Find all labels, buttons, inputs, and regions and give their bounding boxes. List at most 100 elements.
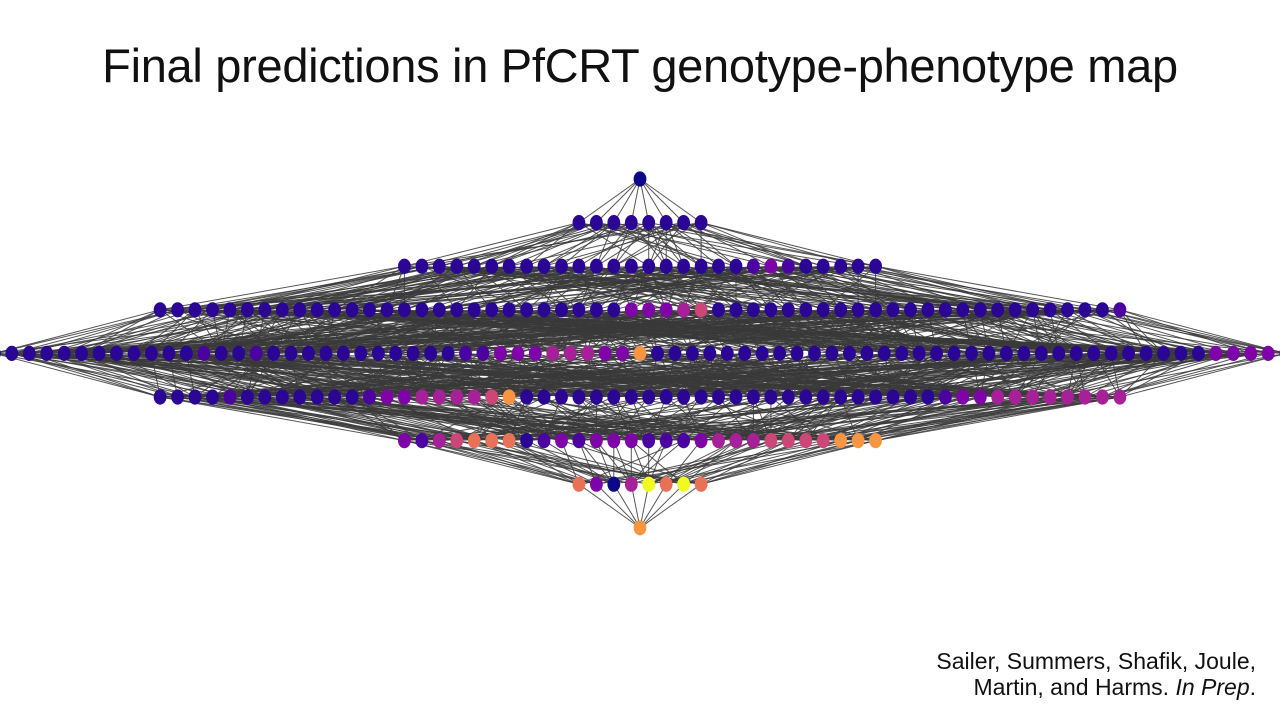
- genotype-node: [398, 433, 411, 449]
- genotype-node: [877, 345, 891, 361]
- genotype-node: [921, 302, 935, 318]
- network-edge: [840, 265, 894, 311]
- network-edge: [639, 483, 702, 529]
- network-edge: [1032, 353, 1060, 398]
- network-edge: [509, 265, 806, 311]
- genotype-node: [729, 302, 743, 318]
- network-edge: [508, 396, 580, 442]
- genotype-node: [1244, 345, 1258, 361]
- network-edge: [1102, 309, 1280, 353]
- genotype-node: [363, 302, 376, 318]
- genotype-node: [851, 258, 865, 274]
- genotype-node: [607, 433, 621, 449]
- network-edge: [639, 178, 684, 223]
- genotype-node: [834, 433, 848, 449]
- genotype-phenotype-network: [0, 171, 1280, 536]
- genotype-node: [284, 345, 298, 361]
- network-edge: [1119, 352, 1199, 398]
- genotype-node: [241, 389, 254, 405]
- network-edge: [543, 222, 702, 267]
- network-edge: [160, 265, 649, 311]
- genotype-node: [214, 345, 228, 361]
- network-edge: [247, 265, 841, 311]
- network-edge: [352, 396, 841, 442]
- citation-authors: Martin, and Harms.: [973, 674, 1170, 700]
- genotype-node: [633, 520, 647, 536]
- genotype-node: [153, 302, 167, 318]
- network-edge: [456, 440, 684, 485]
- genotype-node: [1209, 345, 1223, 361]
- network-edge: [1067, 353, 1112, 398]
- genotype-node: [1026, 389, 1039, 405]
- network-edge: [683, 265, 841, 311]
- network-edge: [1119, 309, 1251, 354]
- genotype-node: [799, 258, 813, 274]
- network-edge: [11, 352, 196, 398]
- genotype-node: [223, 302, 237, 318]
- network-edge: [238, 352, 1120, 398]
- genotype-node: [624, 476, 638, 492]
- genotype-node: [310, 389, 324, 405]
- network-edge: [11, 352, 283, 398]
- network-edge: [613, 222, 684, 267]
- genotype-node: [956, 389, 970, 405]
- genotype-node: [1192, 345, 1205, 361]
- genotype-node: [956, 302, 970, 318]
- genotype-node: [275, 302, 289, 318]
- genotype-node: [886, 302, 900, 318]
- genotype-node: [5, 345, 19, 361]
- genotype-node: [511, 345, 525, 361]
- genotype-node: [502, 433, 516, 449]
- genotype-node: [441, 345, 455, 361]
- genotype-node: [781, 389, 795, 405]
- network-edge: [508, 222, 702, 267]
- genotype-node: [764, 433, 778, 449]
- genotype-node: [677, 215, 690, 231]
- genotype-node: [668, 345, 682, 361]
- genotype-node: [939, 302, 952, 318]
- genotype-node: [581, 345, 594, 361]
- genotype-node: [171, 302, 185, 318]
- genotype-node: [677, 389, 690, 405]
- genotype-node: [773, 345, 786, 361]
- genotype-node: [494, 345, 507, 361]
- network-edge: [299, 396, 876, 442]
- genotype-node: [293, 389, 307, 405]
- network-edge: [194, 396, 492, 442]
- genotype-node: [790, 345, 804, 361]
- network-edge: [421, 396, 614, 442]
- genotype-node: [467, 433, 481, 449]
- genotype-node: [642, 433, 656, 449]
- network-edge: [613, 483, 641, 529]
- network-edge: [1050, 353, 1280, 398]
- genotype-node: [590, 476, 603, 492]
- genotype-node: [694, 389, 708, 405]
- network-edge: [229, 396, 771, 442]
- network-edge: [543, 265, 876, 311]
- network-edge: [875, 396, 1068, 442]
- genotype-node: [590, 389, 603, 405]
- network-edge: [1067, 352, 1129, 398]
- network-edge: [11, 309, 667, 354]
- genotype-node: [973, 389, 987, 405]
- genotype-node: [659, 433, 673, 449]
- genotype-node: [415, 389, 429, 405]
- genotype-node: [223, 389, 237, 405]
- genotype-node: [677, 258, 690, 274]
- network-edge: [919, 352, 1103, 398]
- genotype-node: [921, 389, 935, 405]
- genotype-node: [747, 258, 760, 274]
- network-edge: [1067, 309, 1147, 354]
- genotype-node: [127, 345, 141, 361]
- genotype-node: [328, 302, 341, 318]
- network-edge: [29, 309, 510, 354]
- genotype-node: [502, 258, 516, 274]
- network-edge: [822, 265, 876, 311]
- genotype-node: [869, 389, 882, 405]
- genotype-node: [520, 302, 533, 318]
- network-edge: [1058, 353, 1086, 398]
- network-edge: [0, 353, 667, 398]
- genotype-node: [607, 215, 621, 231]
- genotype-node: [712, 433, 725, 449]
- genotype-node: [249, 345, 263, 361]
